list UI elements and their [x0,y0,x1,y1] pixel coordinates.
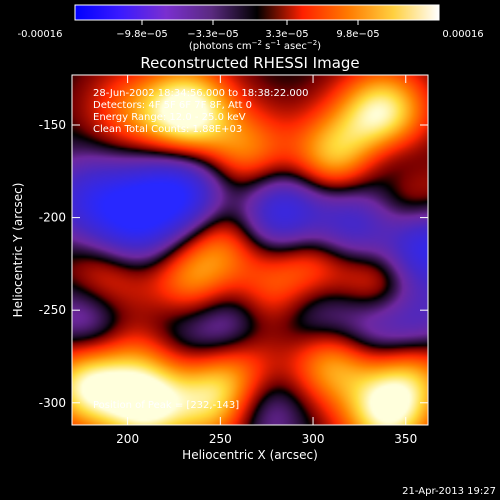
heatmap-image [72,75,428,425]
colorbar-tick-label-0: -0.00016 [18,29,63,40]
x-tick-label: 300 [302,432,325,446]
colorbar-tick-label-2: −3.3e−05 [187,29,239,40]
annotation-time-range: 28-Jun-2002 18:34:56.000 to 18:38:22.000 [93,88,309,99]
colorbar-tick-label-3: 3.3e−05 [265,29,308,40]
colorbar [74,4,440,21]
annotation-detectors: Detectors: 4F 5F 6F 7F 8F, Att 0 [93,100,252,111]
y-tick-label: -150 [39,118,66,132]
plot-frame [71,74,429,426]
y-tick-label: -250 [39,303,66,317]
x-tick-label: 200 [116,432,139,446]
annotation-peak: Position of Peak = [232,-143] [93,400,239,411]
axis-ticks: 200 250 300 350 -150 -200 -250 -300 [39,75,428,446]
y-tick-label: -200 [39,211,66,225]
colorbar-tick-label-5: 0.00016 [442,29,483,40]
y-axis-label: Heliocentric Y (arcsec) [11,183,25,318]
chart-title: Reconstructed RHESSI Image [140,54,359,72]
colorbar-unit-label: (photons cm−2 s−1 asec−2) [189,39,321,52]
annotation-method: Clean Total Counts: 1.88E+03 [93,124,242,135]
x-tick-label: 250 [209,432,232,446]
colorbar-tick-label-1: −9.8e−05 [116,29,168,40]
y-tick-label: -300 [39,396,66,410]
generation-timestamp: 21-Apr-2013 19:27 [402,486,496,497]
x-tick-label: 350 [394,432,417,446]
colorbar-tick-label-4: 9.8e−05 [336,29,379,40]
x-axis-label: Heliocentric X (arcsec) [182,448,318,462]
heatmap-raster [72,75,428,425]
annotation-energy: Energy Range: 12.0 - 25.0 keV [93,112,246,123]
colorbar-ticks [141,20,359,25]
